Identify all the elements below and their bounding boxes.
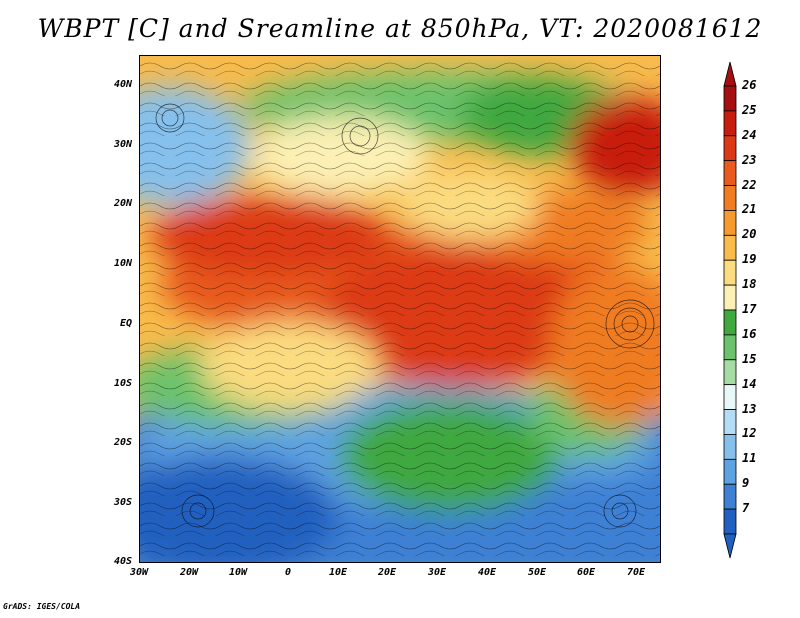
colorbar-label: 19 (742, 252, 757, 267)
grads-credit: GrADS: IGES/COLA (3, 602, 81, 611)
colorbar-label: 23 (742, 152, 757, 167)
lon-tick: 30E (427, 567, 447, 578)
lon-tick: 60E (576, 567, 596, 578)
colorbar-label: 21 (742, 202, 757, 217)
lat-tick: 30S (113, 497, 132, 508)
lon-tick: 30W (129, 567, 149, 578)
lat-tick: 10N (113, 258, 132, 269)
colorbar-label: 16 (742, 326, 757, 341)
chart-title: WBPT [C] and Sreamline at 850hPa, VT: 20… (37, 14, 763, 43)
colorbar-label: 22 (742, 177, 757, 192)
colorbar-box (723, 284, 737, 311)
lon-tick: 40E (477, 567, 497, 578)
lon-tick: 10E (328, 567, 348, 578)
colorbar-arrow-icon (723, 61, 737, 87)
lon-tick: 0 (284, 567, 292, 578)
colorbar-box (723, 334, 737, 361)
colorbar-box (723, 458, 737, 485)
colorbar-label: 26 (742, 78, 757, 92)
colorbar-box (723, 434, 737, 460)
colorbar-label: 11 (742, 451, 757, 466)
colorbar-arrow-icon (723, 533, 737, 559)
colorbar-box (723, 483, 737, 510)
colorbar-box (723, 85, 737, 112)
colorbar-box (723, 508, 737, 535)
colorbar-label: 13 (742, 401, 757, 416)
colorbar-box (723, 160, 737, 186)
colorbar-box (723, 409, 737, 435)
lon-tick: 10W (228, 567, 248, 578)
colorbar-box (723, 309, 737, 336)
colorbar-label: 14 (742, 376, 757, 391)
map-panel (139, 55, 661, 563)
colorbar-label: 17 (742, 302, 757, 316)
lat-tick: EQ (119, 318, 132, 329)
colorbar-box (723, 234, 737, 261)
lon-tick: 70E (626, 567, 646, 578)
lat-tick: 40S (113, 556, 132, 567)
colorbar-label: 24 (742, 127, 757, 142)
colorbar-box (723, 359, 737, 386)
colorbar-label: 15 (742, 351, 757, 366)
lon-tick: 20W (179, 567, 199, 578)
lat-tick: 20N (113, 198, 132, 209)
lat-tick: 20S (113, 437, 132, 448)
wbpt-field (140, 56, 660, 562)
colorbar-box (723, 259, 737, 286)
colorbar-box (723, 185, 737, 211)
colorbar (723, 61, 737, 559)
colorbar-label: 20 (742, 227, 757, 242)
colorbar-label: 9 (742, 476, 750, 491)
colorbar-box (723, 110, 737, 137)
colorbar-label: 25 (742, 102, 757, 117)
colorbar-box (723, 135, 737, 162)
lon-tick: 20E (377, 567, 397, 578)
colorbar-box (723, 210, 737, 236)
lon-tick: 50E (527, 567, 547, 578)
colorbar-label: 18 (742, 277, 757, 292)
colorbar-label: 7 (742, 501, 750, 516)
lat-tick: 30N (113, 139, 132, 150)
colorbar-label: 12 (742, 426, 757, 441)
lat-tick: 40N (113, 79, 132, 90)
colorbar-box (723, 384, 737, 410)
lat-tick: 10S (113, 378, 132, 389)
